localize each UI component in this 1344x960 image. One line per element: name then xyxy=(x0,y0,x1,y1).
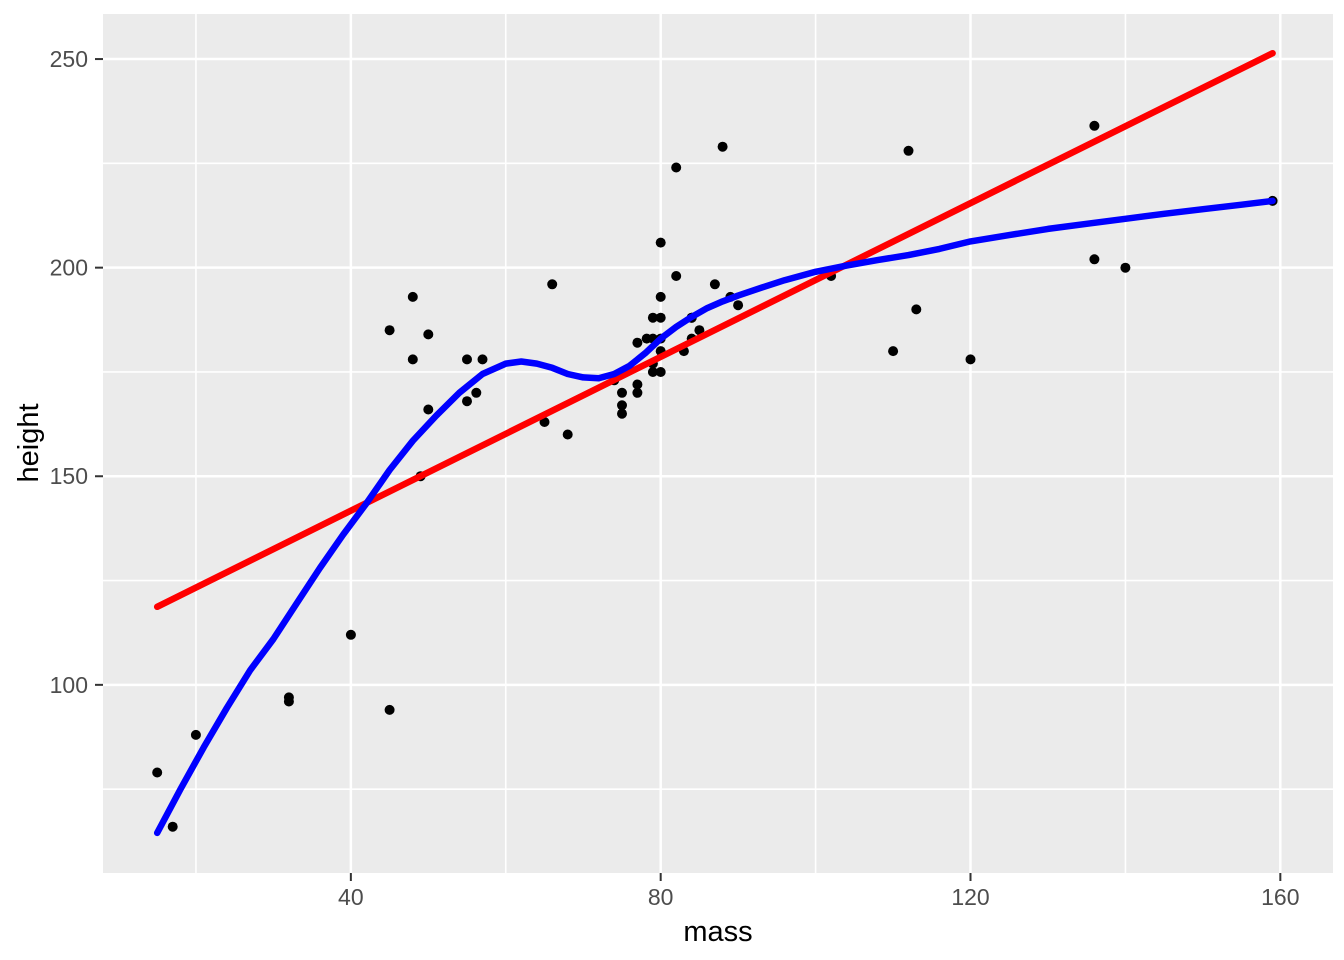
data-point xyxy=(694,325,705,336)
data-point xyxy=(911,304,922,315)
data-point xyxy=(632,337,643,348)
y-tick-label: 100 xyxy=(50,672,88,698)
data-points xyxy=(152,120,1278,832)
data-point xyxy=(462,354,472,365)
data-point xyxy=(477,354,488,365)
x-tick-label: 160 xyxy=(1261,884,1299,910)
plot-panel xyxy=(103,14,1333,873)
data-point xyxy=(655,367,666,377)
data-point xyxy=(709,279,720,290)
panel-background xyxy=(103,14,1333,873)
data-point xyxy=(903,145,914,156)
data-point xyxy=(655,312,666,323)
data-point xyxy=(407,354,418,365)
data-point xyxy=(647,312,658,323)
data-point xyxy=(384,325,395,336)
data-point xyxy=(152,767,163,778)
data-point xyxy=(471,387,482,398)
data-point xyxy=(617,400,627,411)
data-point xyxy=(632,379,643,390)
data-point xyxy=(617,408,627,419)
data-point xyxy=(423,329,434,340)
axes: 40 80 120 160 100 150 200 250 xyxy=(50,46,1300,910)
linear-fit-line xyxy=(153,49,1276,611)
y-tick-label: 250 xyxy=(50,46,88,72)
data-point xyxy=(965,354,976,365)
data-point xyxy=(717,141,728,152)
data-point xyxy=(167,821,178,832)
data-point xyxy=(283,692,294,703)
smooth-lines xyxy=(153,49,1276,837)
data-point xyxy=(1120,262,1131,273)
data-point xyxy=(632,387,643,398)
data-point xyxy=(617,387,627,398)
data-point xyxy=(888,346,899,357)
data-point xyxy=(384,704,395,715)
data-point xyxy=(733,300,744,311)
x-tick-label: 40 xyxy=(338,884,364,910)
y-axis-title: height xyxy=(13,403,45,482)
data-point xyxy=(190,729,201,740)
y-tick-label: 200 xyxy=(50,255,88,281)
data-point xyxy=(562,429,573,440)
data-point xyxy=(407,291,418,302)
data-point xyxy=(539,417,550,427)
data-point xyxy=(655,291,666,302)
data-point xyxy=(1089,120,1100,131)
data-point xyxy=(655,237,666,248)
data-point xyxy=(423,404,434,415)
data-point xyxy=(671,271,682,281)
x-tick-label: 80 xyxy=(648,884,674,910)
data-point xyxy=(1089,254,1100,265)
y-tick-label: 150 xyxy=(50,463,88,489)
x-tick-label: 120 xyxy=(951,884,989,910)
data-point xyxy=(647,367,658,377)
loess-smooth-line xyxy=(153,197,1276,837)
x-axis-title: mass xyxy=(683,916,752,948)
data-point xyxy=(345,629,356,640)
data-point xyxy=(547,279,558,290)
data-point xyxy=(671,162,682,173)
data-point xyxy=(462,396,472,407)
